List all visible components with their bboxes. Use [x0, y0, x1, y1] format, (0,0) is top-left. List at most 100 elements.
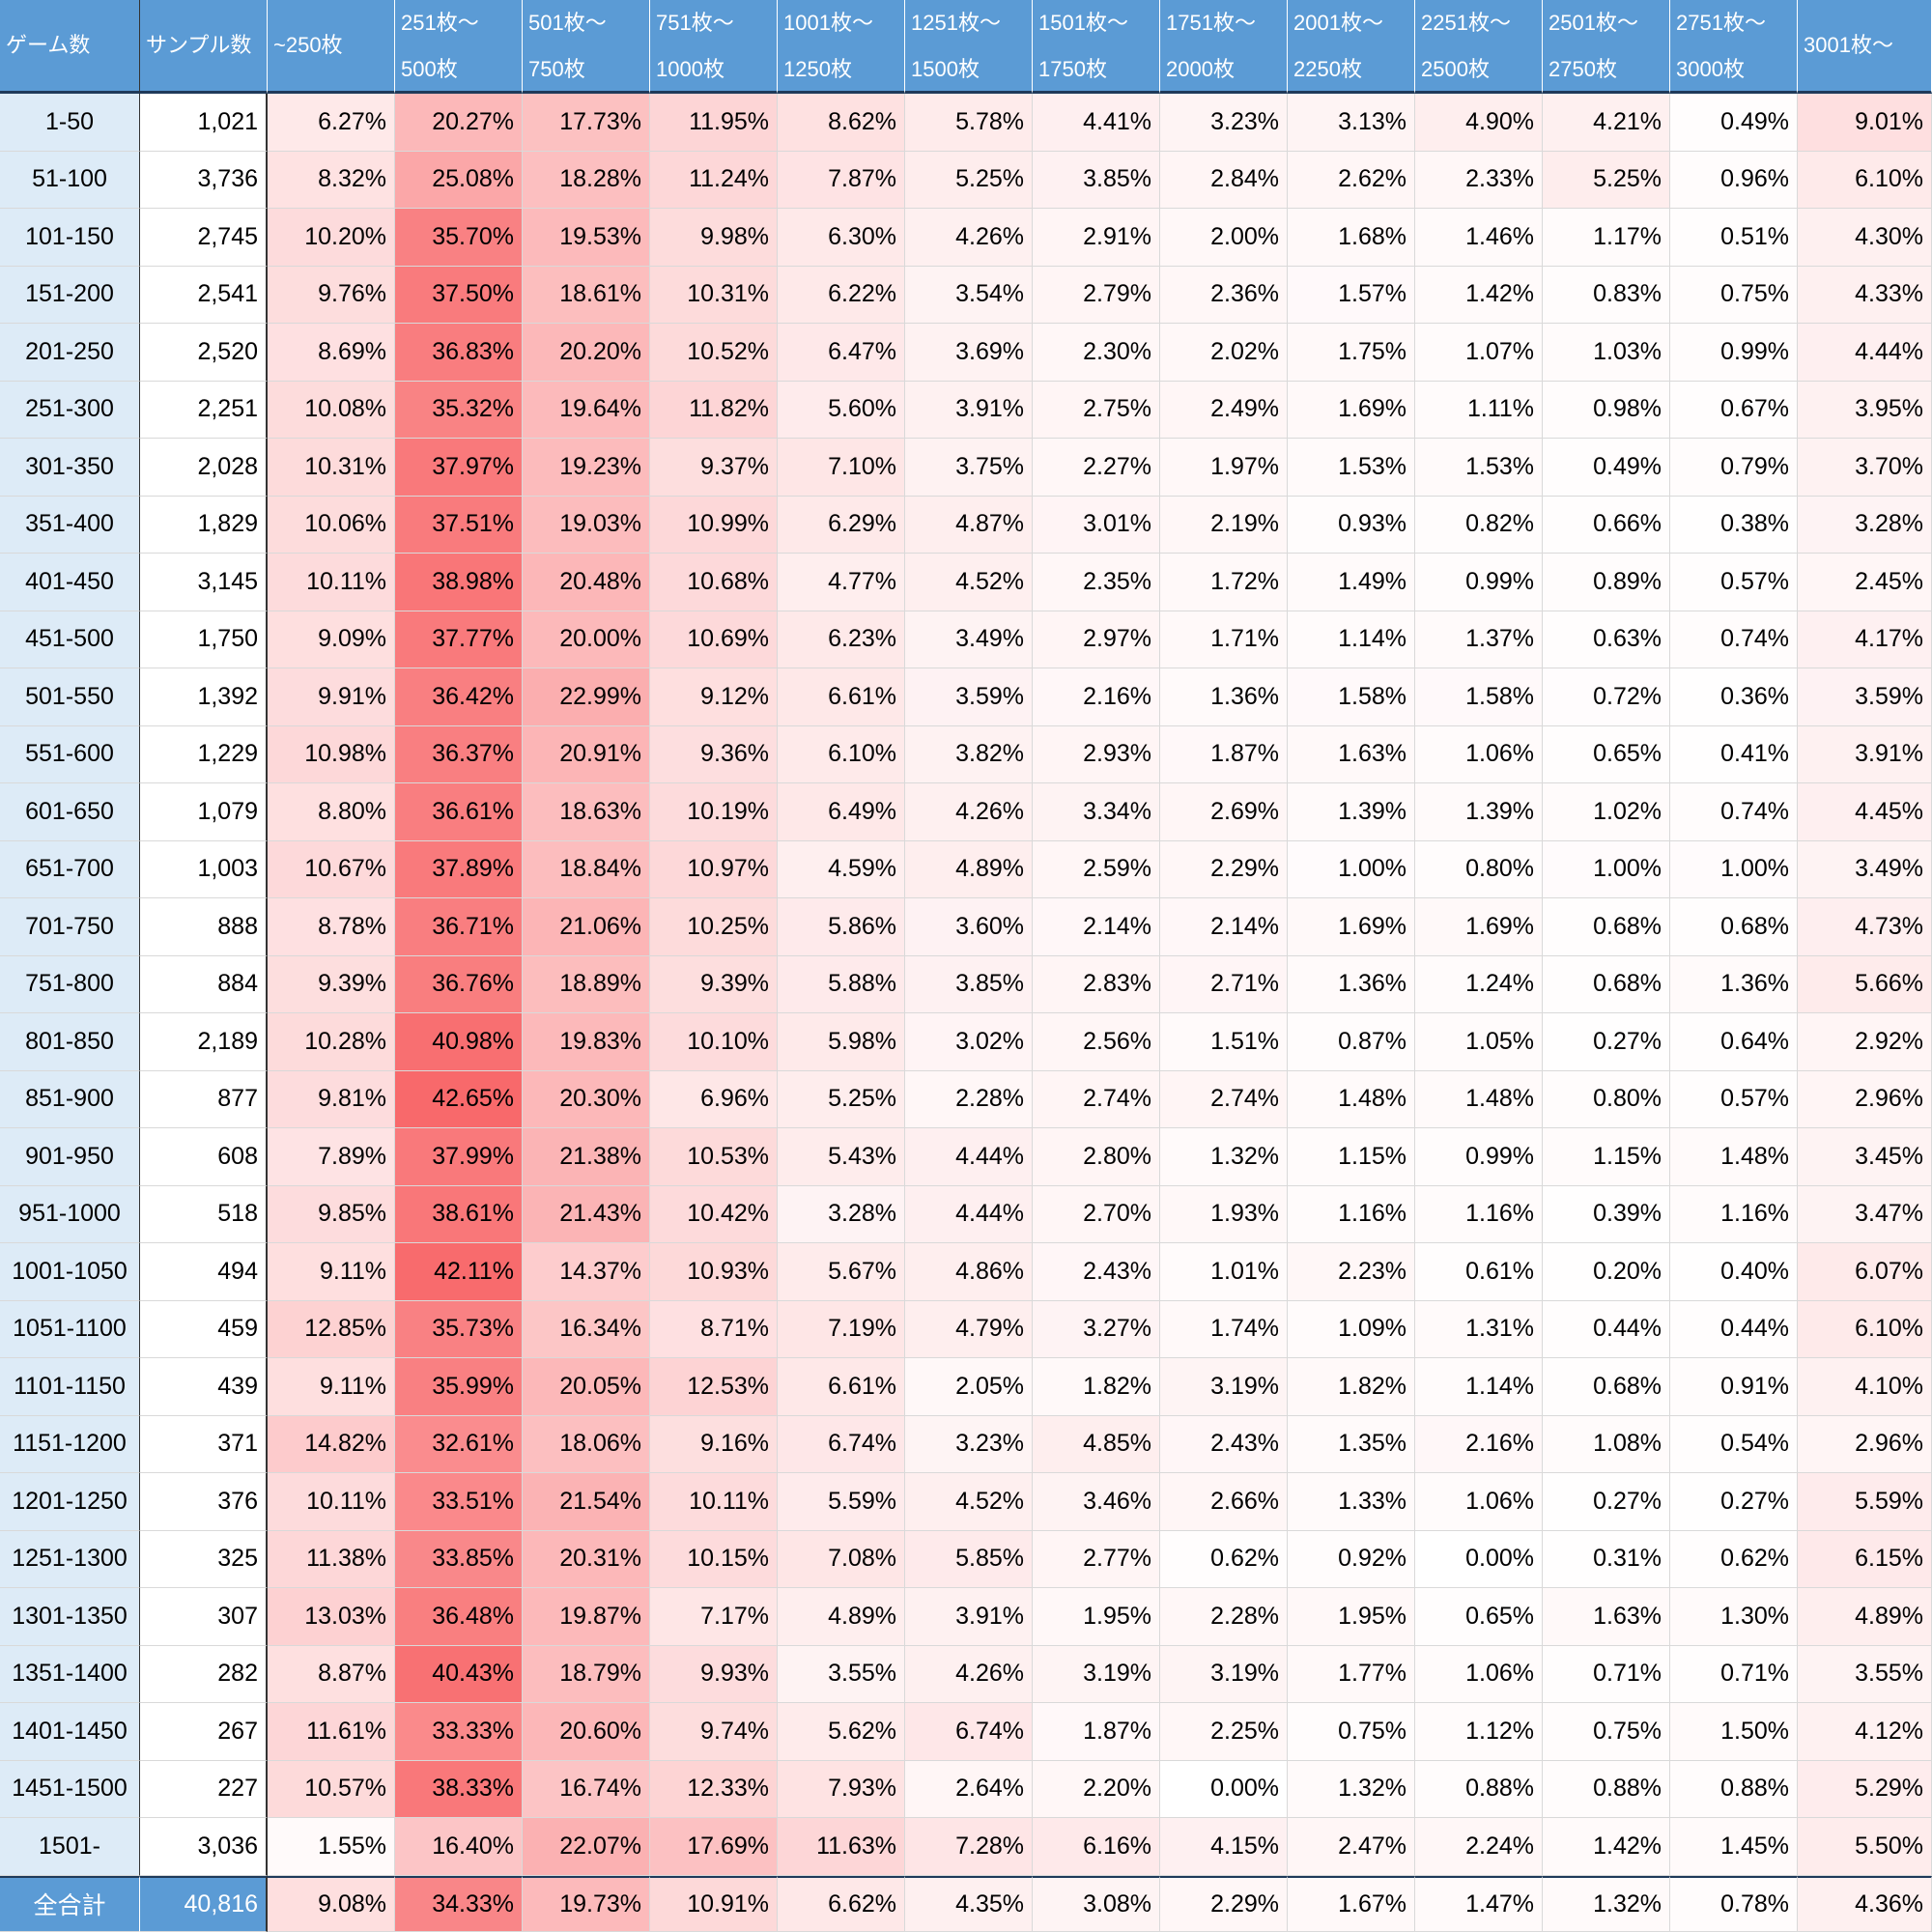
heatmap-cell: 33.85% — [395, 1530, 523, 1588]
sample-count: 1,003 — [140, 840, 268, 898]
heatmap-cell: 0.68% — [1543, 955, 1670, 1013]
heatmap-cell: 4.89% — [1798, 1588, 1932, 1646]
heatmap-cell: 4.44% — [1798, 324, 1932, 382]
heatmap-cell: 0.64% — [1670, 1013, 1798, 1071]
heatmap-cell: 9.01% — [1798, 94, 1932, 152]
heatmap-cell: 38.61% — [395, 1185, 523, 1243]
heatmap-cell: 1.15% — [1288, 1128, 1415, 1186]
heatmap-cell: 3.91% — [905, 1588, 1033, 1646]
sample-count: 2,520 — [140, 324, 268, 382]
heatmap-cell: 4.87% — [905, 496, 1033, 554]
heatmap-cell: 2.23% — [1288, 1243, 1415, 1301]
heatmap-cell: 2.29% — [1160, 840, 1288, 898]
heatmap-cell: 8.62% — [778, 94, 905, 152]
row-label: 1051-1100 — [0, 1300, 140, 1358]
heatmap-cell: 35.32% — [395, 381, 523, 439]
row-label: 501-550 — [0, 668, 140, 726]
total-sample-count: 40,816 — [140, 1875, 268, 1932]
heatmap-cell: 10.20% — [268, 209, 395, 267]
heatmap-cell: 38.33% — [395, 1760, 523, 1818]
heatmap-cell: 0.38% — [1670, 496, 1798, 554]
sample-count: 2,028 — [140, 439, 268, 497]
heatmap-cell: 1.36% — [1670, 955, 1798, 1013]
heatmap-cell: 4.89% — [778, 1588, 905, 1646]
heatmap-cell: 20.48% — [523, 554, 650, 611]
row-label: 51-100 — [0, 151, 140, 209]
heatmap-cell: 3.34% — [1033, 783, 1160, 841]
heatmap-cell: 0.44% — [1543, 1300, 1670, 1358]
heatmap-cell: 4.17% — [1798, 611, 1932, 668]
row-label: 1451-1500 — [0, 1760, 140, 1818]
heatmap-cell: 0.99% — [1415, 1128, 1543, 1186]
total-cell: 0.78% — [1670, 1875, 1798, 1932]
row-label: 1101-1150 — [0, 1358, 140, 1416]
sample-count: 2,189 — [140, 1013, 268, 1071]
heatmap-cell: 0.61% — [1415, 1243, 1543, 1301]
heatmap-cell: 9.36% — [650, 725, 778, 783]
heatmap-cell: 1.06% — [1415, 725, 1543, 783]
heatmap-cell: 20.20% — [523, 324, 650, 382]
header-bin: 2001枚～ 2250枚 — [1288, 0, 1415, 94]
heatmap-cell: 16.34% — [523, 1300, 650, 1358]
row-label: 1401-1450 — [0, 1703, 140, 1761]
heatmap-cell: 10.31% — [650, 266, 778, 324]
sample-count: 325 — [140, 1530, 268, 1588]
heatmap-cell: 1.77% — [1288, 1645, 1415, 1703]
heatmap-cell: 2.64% — [905, 1760, 1033, 1818]
heatmap-cell: 1.95% — [1033, 1588, 1160, 1646]
heatmap-cell: 3.19% — [1160, 1645, 1288, 1703]
heatmap-cell: 36.48% — [395, 1588, 523, 1646]
heatmap-cell: 6.10% — [1798, 151, 1932, 209]
heatmap-cell: 2.69% — [1160, 783, 1288, 841]
heatmap-cell: 11.61% — [268, 1703, 395, 1761]
heatmap-cell: 22.07% — [523, 1818, 650, 1876]
heatmap-cell: 5.78% — [905, 94, 1033, 152]
heatmap-cell: 0.71% — [1670, 1645, 1798, 1703]
heatmap-cell: 1.08% — [1543, 1415, 1670, 1473]
heatmap-cell: 0.67% — [1670, 381, 1798, 439]
heatmap-cell: 5.60% — [778, 381, 905, 439]
heatmap-cell: 8.78% — [268, 898, 395, 956]
heatmap-cell: 20.60% — [523, 1703, 650, 1761]
heatmap-cell: 10.25% — [650, 898, 778, 956]
sample-count: 307 — [140, 1588, 268, 1646]
heatmap-cell: 9.39% — [650, 955, 778, 1013]
heatmap-cell: 5.25% — [1543, 151, 1670, 209]
header-game-count: ゲーム数 — [0, 0, 140, 94]
heatmap-cell: 2.80% — [1033, 1128, 1160, 1186]
sample-count: 877 — [140, 1070, 268, 1128]
sample-count: 2,541 — [140, 266, 268, 324]
heatmap-cell: 2.92% — [1798, 1013, 1932, 1071]
heatmap-cell: 2.35% — [1033, 554, 1160, 611]
heatmap-cell: 2.91% — [1033, 209, 1160, 267]
heatmap-cell: 2.75% — [1033, 381, 1160, 439]
total-label: 全合計 — [0, 1875, 140, 1932]
heatmap-cell: 2.25% — [1160, 1703, 1288, 1761]
heatmap-cell: 7.08% — [778, 1530, 905, 1588]
sample-count: 884 — [140, 955, 268, 1013]
heatmap-cell: 4.73% — [1798, 898, 1932, 956]
heatmap-cell: 6.16% — [1033, 1818, 1160, 1876]
heatmap-cell: 42.11% — [395, 1243, 523, 1301]
heatmap-cell: 2.97% — [1033, 611, 1160, 668]
heatmap-cell: 40.98% — [395, 1013, 523, 1071]
heatmap-cell: 0.49% — [1670, 94, 1798, 152]
heatmap-cell: 0.98% — [1543, 381, 1670, 439]
heatmap-cell: 3.85% — [905, 955, 1033, 1013]
heatmap-cell: 2.27% — [1033, 439, 1160, 497]
row-label: 451-500 — [0, 611, 140, 668]
heatmap-cell: 21.54% — [523, 1473, 650, 1531]
heatmap-cell: 0.72% — [1543, 668, 1670, 726]
sample-count: 888 — [140, 898, 268, 956]
heatmap-cell: 6.23% — [778, 611, 905, 668]
heatmap-cell: 4.26% — [905, 783, 1033, 841]
heatmap-cell: 2.84% — [1160, 151, 1288, 209]
row-label: 301-350 — [0, 439, 140, 497]
heatmap-cell: 32.61% — [395, 1415, 523, 1473]
heatmap-cell: 1.48% — [1415, 1070, 1543, 1128]
heatmap-cell: 10.52% — [650, 324, 778, 382]
heatmap-cell: 0.31% — [1543, 1530, 1670, 1588]
heatmap-cell: 5.66% — [1798, 955, 1932, 1013]
heatmap-cell: 20.31% — [523, 1530, 650, 1588]
heatmap-cell: 2.36% — [1160, 266, 1288, 324]
